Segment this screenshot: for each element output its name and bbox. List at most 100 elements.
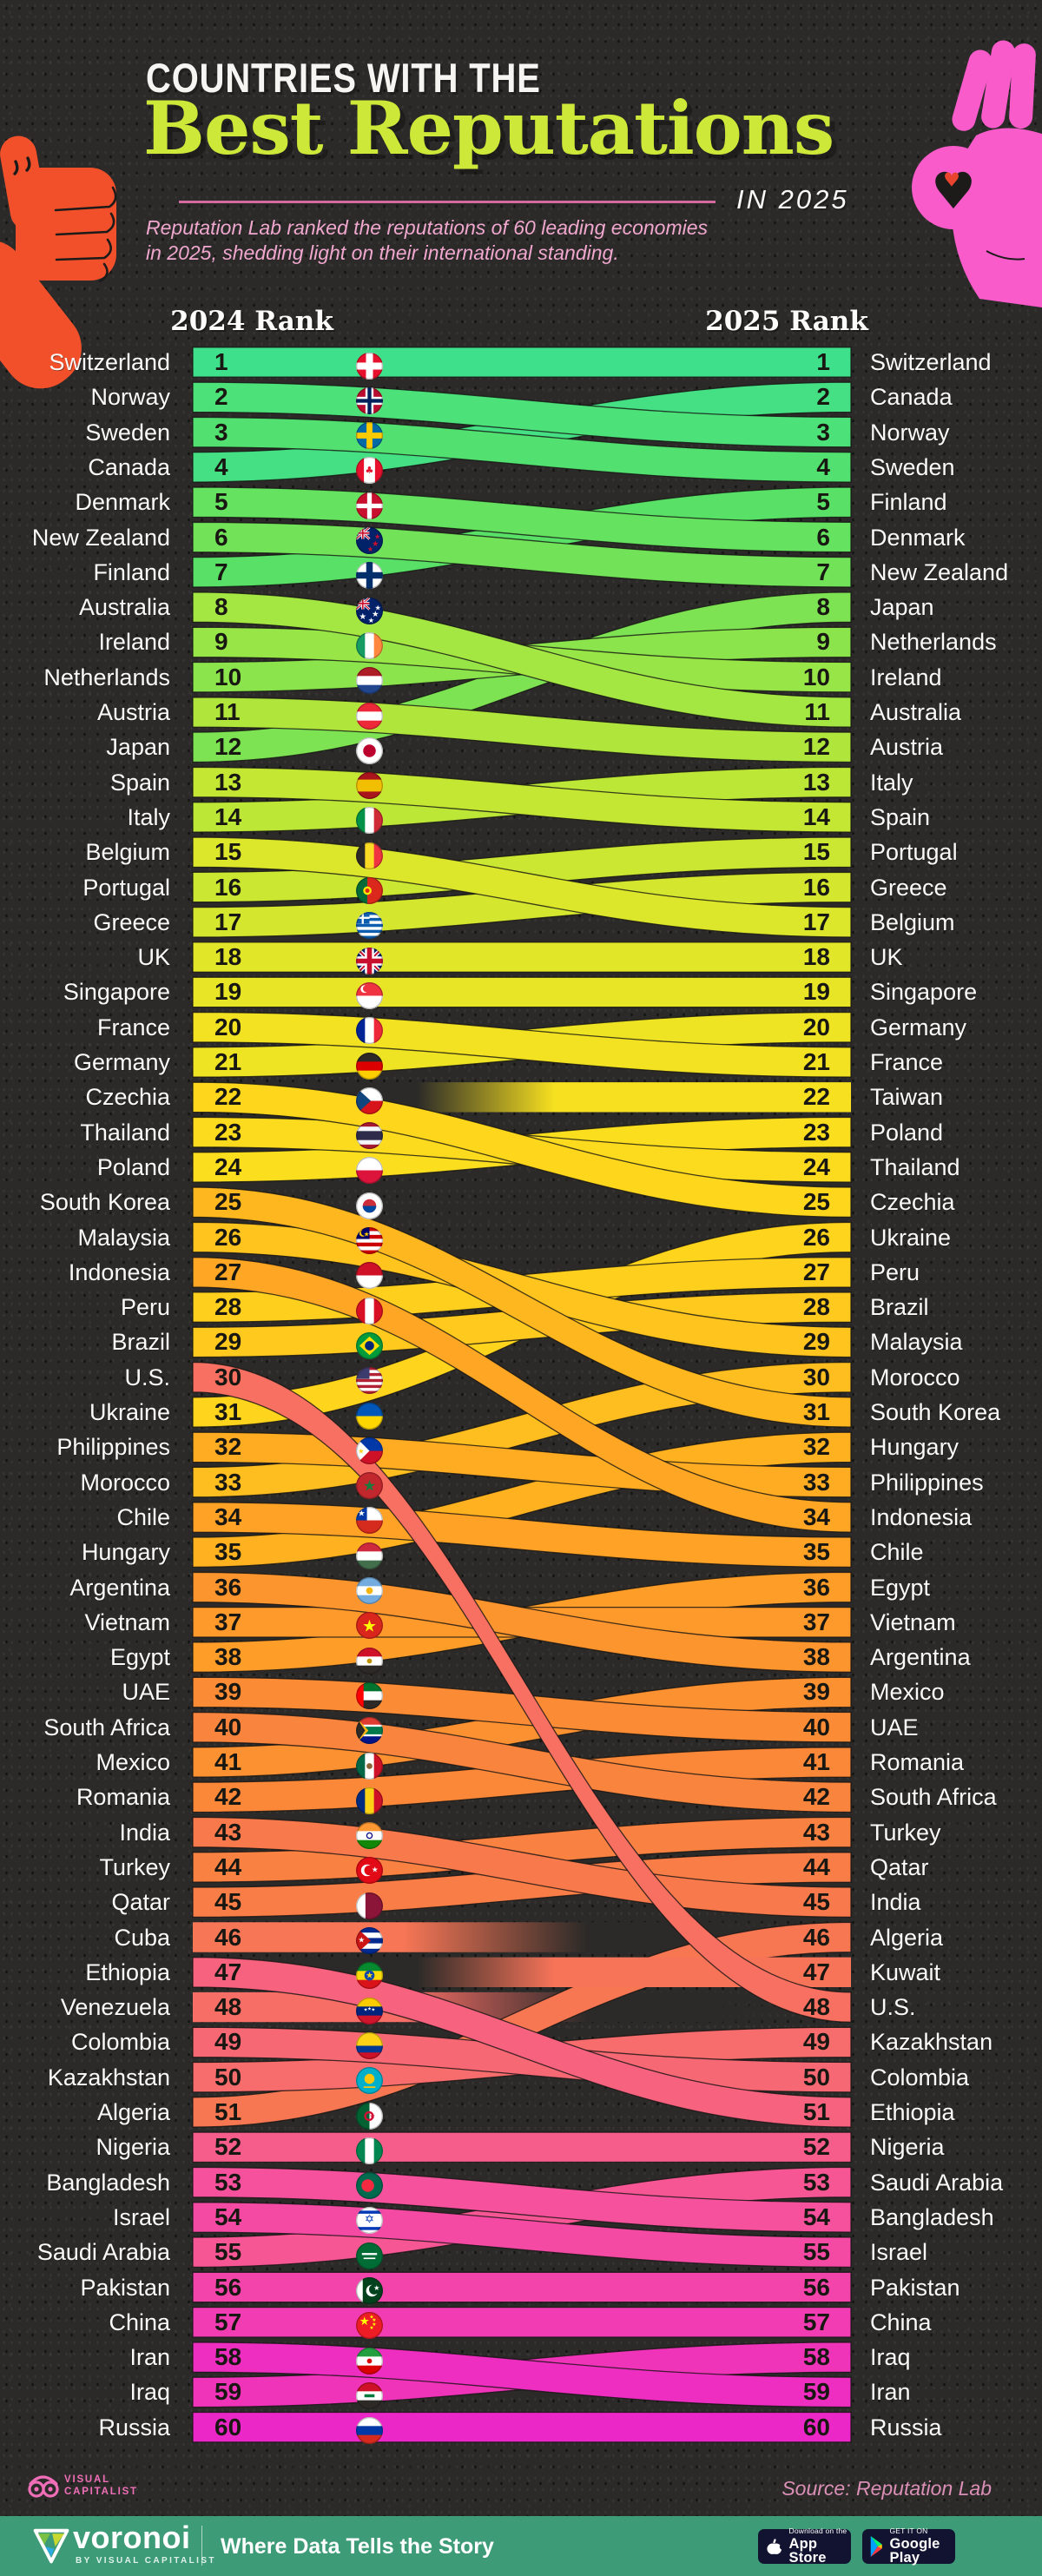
- rank-number-2025: 58: [802, 2343, 830, 2371]
- rank-number-2025: 14: [802, 803, 830, 830]
- rank-number-2025: 50: [802, 2063, 830, 2091]
- rank-number-2025: 25: [802, 1188, 830, 1216]
- rank-number-2025: 56: [802, 2273, 830, 2301]
- rank-number-2025: 40: [802, 1713, 830, 1740]
- row-2025-rank-37: 37 ★ Vietnam: [0, 1605, 1042, 1640]
- rank-number-2025: 38: [802, 1643, 830, 1671]
- rank-number-2025: 39: [802, 1678, 830, 1706]
- row-2025-rank-11: 11 ★★★★ Australia: [0, 695, 1042, 730]
- row-2025-rank-28: 28 Brazil: [0, 1290, 1042, 1324]
- badge-small-text: Download on the: [788, 2526, 847, 2536]
- row-2025-rank-34: 34 Indonesia: [0, 1500, 1042, 1535]
- country-label-2025: Philippines: [870, 1469, 984, 1496]
- rank-number-2025: 8: [816, 593, 830, 621]
- row-2025-rank-40: 40 UAE: [0, 1710, 1042, 1745]
- country-label-2025: Finland: [870, 489, 947, 516]
- country-label-2025: Ireland: [870, 664, 942, 690]
- row-2025-rank-39: 39 Mexico: [0, 1674, 1042, 1709]
- badge-big-text: Google Play: [889, 2535, 940, 2566]
- country-label-2025: Russia: [870, 2414, 942, 2441]
- rank-number-2025: 23: [802, 1118, 830, 1146]
- rank-number-2025: 51: [802, 2098, 830, 2125]
- country-label-2025: Sweden: [870, 453, 955, 480]
- country-label-2025: Switzerland: [870, 349, 992, 375]
- rank-number-2025: 4: [816, 452, 830, 480]
- country-label-2025: UK: [870, 944, 903, 971]
- row-2025-rank-58: 58 Iraq: [0, 2340, 1042, 2375]
- rank-number-2025: 31: [802, 1398, 830, 1425]
- voronoi-logo-icon: [33, 2528, 69, 2564]
- row-2025-rank-16: 16 Greece: [0, 870, 1042, 905]
- row-2025-rank-54: 54 Bangladesh: [0, 2200, 1042, 2235]
- row-2025-rank-9: 9 Netherlands: [0, 624, 1042, 659]
- rank-number-2025: 15: [802, 838, 830, 866]
- rank-number-2025: 24: [802, 1153, 830, 1180]
- country-label-2025: Qatar: [870, 1853, 929, 1880]
- country-label-2025: U.S.: [870, 1994, 916, 2021]
- row-2025-rank-22: 22 Taiwan: [0, 1080, 1042, 1114]
- country-label-2025: China: [870, 2308, 932, 2335]
- row-2025-rank-12: 12 Austria: [0, 730, 1042, 764]
- row-2025-rank-43: 43 ★ Turkey: [0, 1815, 1042, 1850]
- row-2025-rank-2: 2 ♣ Canada: [0, 380, 1042, 414]
- rank-number-2025: 6: [816, 523, 830, 551]
- row-2025-rank-5: 5 Finland: [0, 485, 1042, 519]
- row-2025-rank-3: 3 Norway: [0, 415, 1042, 450]
- row-2025-rank-8: 8 Japan: [0, 590, 1042, 624]
- rank-number-2025: 3: [816, 418, 830, 446]
- app-store-badge[interactable]: Download on the App Store: [758, 2526, 851, 2566]
- rank-number-2025: 21: [802, 1048, 830, 1075]
- country-label-2025: Australia: [870, 699, 962, 725]
- rank-number-2025: 37: [802, 1608, 830, 1635]
- rank-number-2025: 44: [802, 1853, 830, 1880]
- row-2025-rank-25: 25 Czechia: [0, 1185, 1042, 1219]
- country-label-2025: Kazakhstan: [870, 2029, 993, 2056]
- row-2025-rank-49: 49 Kazakhstan: [0, 2024, 1042, 2059]
- row-2025-rank-4: 4 Sweden: [0, 450, 1042, 485]
- rank-number-2025: 9: [816, 628, 830, 656]
- country-label-2025: Netherlands: [870, 629, 997, 656]
- row-2025-rank-19: 19 Singapore: [0, 974, 1042, 1009]
- rank-number-2025: 57: [802, 2308, 830, 2335]
- row-2025-rank-27: 27 Peru: [0, 1255, 1042, 1290]
- country-label-2025: Pakistan: [870, 2274, 960, 2301]
- row-2025-rank-26: 26 Ukraine: [0, 1220, 1042, 1255]
- country-label-2025: Thailand: [870, 1153, 960, 1180]
- row-2025-rank-31: 31 South Korea: [0, 1395, 1042, 1430]
- country-label-2025: Czechia: [870, 1189, 955, 1216]
- rank-number-2025: 32: [802, 1433, 830, 1461]
- country-label-2025: Chile: [870, 1539, 924, 1566]
- country-label-2025: Kuwait: [870, 1958, 941, 1985]
- country-label-2025: Algeria: [870, 1924, 944, 1951]
- badge-big-text: App Store: [788, 2535, 827, 2566]
- country-label-2025: UAE: [870, 1714, 919, 1740]
- country-label-2025: Bangladesh: [870, 2203, 994, 2230]
- country-label-2025: Peru: [870, 1258, 920, 1285]
- apple-icon: [767, 2538, 783, 2554]
- rank-number-2025: 45: [802, 1888, 830, 1916]
- row-2025-rank-56: 56 ★ Pakistan: [0, 2270, 1042, 2305]
- row-2025-rank-44: 44 Qatar: [0, 1850, 1042, 1885]
- row-2025-rank-1: 1 Switzerland: [0, 345, 1042, 380]
- row-2025-rank-7: 7 ★★★ New Zealand: [0, 555, 1042, 590]
- rank-number-2025: 42: [802, 1783, 830, 1811]
- row-2025-rank-45: 45 India: [0, 1885, 1042, 1919]
- row-2025-rank-50: 50 Colombia: [0, 2060, 1042, 2095]
- country-label-2025: Hungary: [870, 1434, 960, 1461]
- row-2025-rank-20: 20 Germany: [0, 1010, 1042, 1045]
- country-label-2025: Germany: [870, 1014, 967, 1040]
- country-label-2025: Ethiopia: [870, 2099, 955, 2125]
- rank-number-2025: 27: [802, 1258, 830, 1285]
- rank-number-2025: 41: [802, 1748, 830, 1775]
- country-label-2025: Norway: [870, 419, 950, 446]
- country-label-2025: Mexico: [870, 1679, 945, 1706]
- country-label-2025: Canada: [870, 384, 953, 411]
- row-2025-rank-60: 60 Russia: [0, 2410, 1042, 2445]
- google-play-badge[interactable]: GET IT ON Google Play: [862, 2527, 955, 2566]
- country-label-2025: Indonesia: [870, 1503, 973, 1530]
- rank-number-2025: 22: [802, 1083, 830, 1111]
- country-label-2025: South Africa: [870, 1784, 997, 1811]
- row-2025-rank-14: 14 Spain: [0, 800, 1042, 835]
- row-2025-rank-23: 23 Poland: [0, 1115, 1042, 1150]
